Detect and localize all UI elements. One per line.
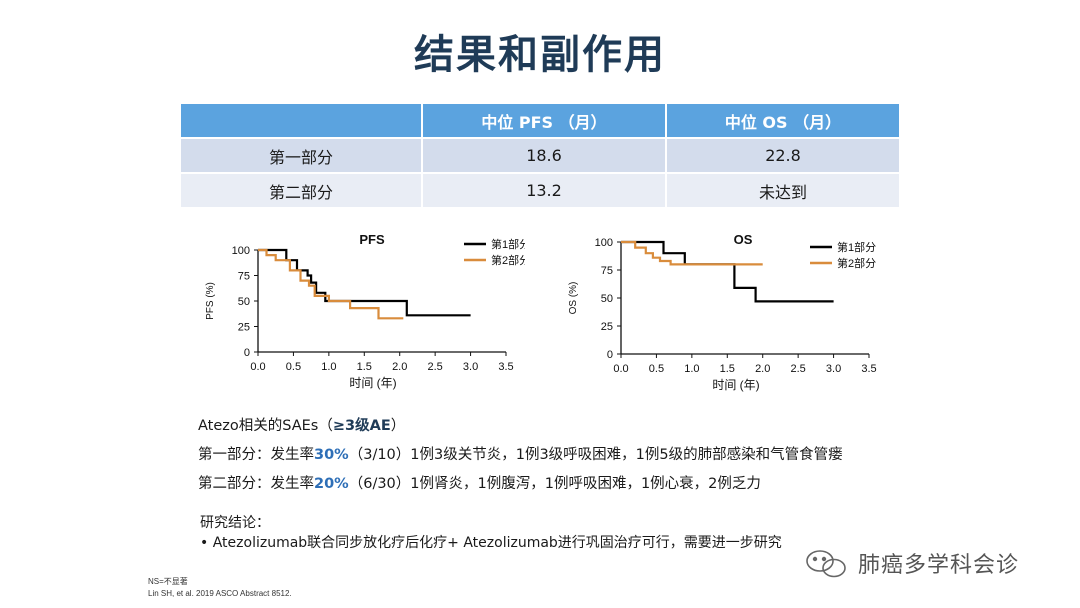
watermark-text: 肺癌多学科会诊 bbox=[858, 553, 1020, 578]
table-cell: 18.6 bbox=[422, 137, 667, 173]
footnote-ns: NS=不显著 bbox=[148, 577, 188, 586]
table-cell: 13.2 bbox=[422, 172, 667, 207]
bullet: • bbox=[200, 535, 209, 551]
x-tick-label: 2.0 bbox=[392, 361, 407, 373]
series-line-1 bbox=[621, 240, 834, 303]
conclusion-text: Atezolizumab联合同步放化疗后化疗+ Atezolizumab进行巩固… bbox=[212, 535, 782, 551]
table-header-row: 中位 PFS （月） 中位 OS （月） bbox=[181, 104, 901, 138]
series-line-2 bbox=[621, 240, 763, 266]
table-header-cell: 中位 PFS （月） bbox=[422, 104, 667, 138]
x-tick-label: 2.5 bbox=[427, 361, 442, 373]
x-tick-label: 3.5 bbox=[498, 361, 513, 373]
y-tick-label: 0 bbox=[244, 347, 250, 359]
y-tick-label: 100 bbox=[232, 245, 250, 257]
legend-label: 第2部分 bbox=[491, 253, 525, 267]
y-axis-label: PFS (%) bbox=[205, 282, 216, 320]
sae-line-2-rate: 20% bbox=[314, 476, 349, 492]
x-tick-label: 3.5 bbox=[861, 363, 876, 375]
table-header-cell bbox=[181, 104, 423, 138]
table-row: 第一部分 18.6 22.8 bbox=[181, 137, 901, 173]
sae-line-2: 第二部分：发生率20%（6/30）1例肾炎，1例腹泻，1例呼吸困难，1例心衰，2… bbox=[198, 472, 761, 493]
sae-line-2-prefix: 第二部分：发生率 bbox=[198, 476, 314, 492]
conclusion-item: • Atezolizumab联合同步放化疗后化疗+ Atezolizumab进行… bbox=[200, 532, 782, 552]
y-tick-label: 75 bbox=[238, 271, 250, 283]
x-tick-label: 1.5 bbox=[357, 361, 372, 373]
pfs-chart: 0 25 50 75 100 0.0 0.5 1.0 1.5 2.0 2.5 3.0 3.5 时间 (年)… bbox=[205, 232, 525, 390]
y-tick-label: 100 bbox=[595, 237, 613, 249]
table-cell: 第一部分 bbox=[181, 137, 423, 173]
table-row: 第二部分 13.2 未达到 bbox=[181, 172, 901, 207]
x-tick-label: 0.0 bbox=[250, 361, 265, 373]
table-header-cell: 中位 OS （月） bbox=[666, 104, 901, 138]
conclusion-heading: 研究结论： bbox=[200, 515, 270, 531]
x-tick-label: 0.5 bbox=[286, 361, 301, 373]
sae-line-1-rate: 30% bbox=[314, 447, 349, 463]
y-tick-label: 75 bbox=[601, 265, 613, 277]
x-tick-label: 1.0 bbox=[321, 361, 336, 373]
sae-line-2-detail: （6/30）1例肾炎，1例腹泻，1例呼吸困难，1例心衰，2例乏力 bbox=[348, 476, 761, 492]
y-tick-label: 25 bbox=[238, 322, 250, 334]
chart-title: PFS bbox=[359, 232, 385, 247]
x-tick-label: 1.5 bbox=[720, 363, 735, 375]
y-tick-label: 50 bbox=[601, 293, 613, 305]
x-tick-label: 2.0 bbox=[755, 363, 770, 375]
sae-heading-suffix: ） bbox=[390, 418, 406, 434]
os-chart: 0 25 50 75 100 0.0 0.5 1.0 1.5 2.0 2.5 3.0 3.5 时间 (年)… bbox=[568, 232, 877, 392]
x-tick-label: 3.0 bbox=[463, 361, 478, 373]
series-line-1 bbox=[258, 248, 471, 317]
y-axis-label: OS (%) bbox=[568, 282, 579, 315]
legend-label: 第1部分 bbox=[491, 237, 525, 251]
table-cell: 未达到 bbox=[666, 172, 901, 207]
table-cell: 22.8 bbox=[666, 137, 901, 173]
sae-line-1: 第一部分：发生率30%（3/10）1例3级关节炎，1例3级呼吸困难，1例5级的肺… bbox=[198, 443, 843, 464]
watermark bbox=[806, 550, 846, 578]
y-tick-label: 25 bbox=[601, 321, 613, 333]
x-tick-label: 0.5 bbox=[649, 363, 664, 375]
chart-title: OS bbox=[734, 232, 753, 247]
legend-label: 第1部分 bbox=[837, 240, 876, 254]
wechat-icon bbox=[806, 550, 846, 578]
x-tick-label: 2.5 bbox=[790, 363, 805, 375]
legend-label: 第2部分 bbox=[837, 256, 876, 270]
y-tick-label: 0 bbox=[607, 349, 613, 361]
footnote-reference: Lin SH, et al. 2019 ASCO Abstract 8512. bbox=[148, 589, 292, 598]
sae-heading: Atezo相关的SAEs（≥3级AE） bbox=[198, 414, 405, 435]
y-tick-label: 50 bbox=[238, 296, 250, 308]
x-tick-label: 3.0 bbox=[826, 363, 841, 375]
x-axis-label: 时间 (年) bbox=[712, 378, 759, 392]
x-tick-label: 0.0 bbox=[613, 363, 628, 375]
sae-heading-prefix: Atezo相关的SAEs（ bbox=[198, 418, 333, 434]
sae-line-1-detail: （3/10）1例3级关节炎，1例3级呼吸困难，1例5级的肺部感染和气管食管瘘 bbox=[348, 447, 843, 463]
x-axis-label: 时间 (年) bbox=[349, 376, 396, 390]
table-cell: 第二部分 bbox=[181, 172, 423, 207]
x-tick-label: 1.0 bbox=[684, 363, 699, 375]
sae-heading-highlight: ≥3级AE bbox=[332, 418, 391, 434]
sae-line-1-prefix: 第一部分：发生率 bbox=[198, 447, 314, 463]
summary-table: 中位 PFS （月） 中位 OS （月） 第一部分 18.6 22.8 第二部分… bbox=[181, 104, 901, 207]
slide-title: 结果和副作用 bbox=[414, 32, 666, 78]
series-line-2 bbox=[258, 248, 404, 320]
